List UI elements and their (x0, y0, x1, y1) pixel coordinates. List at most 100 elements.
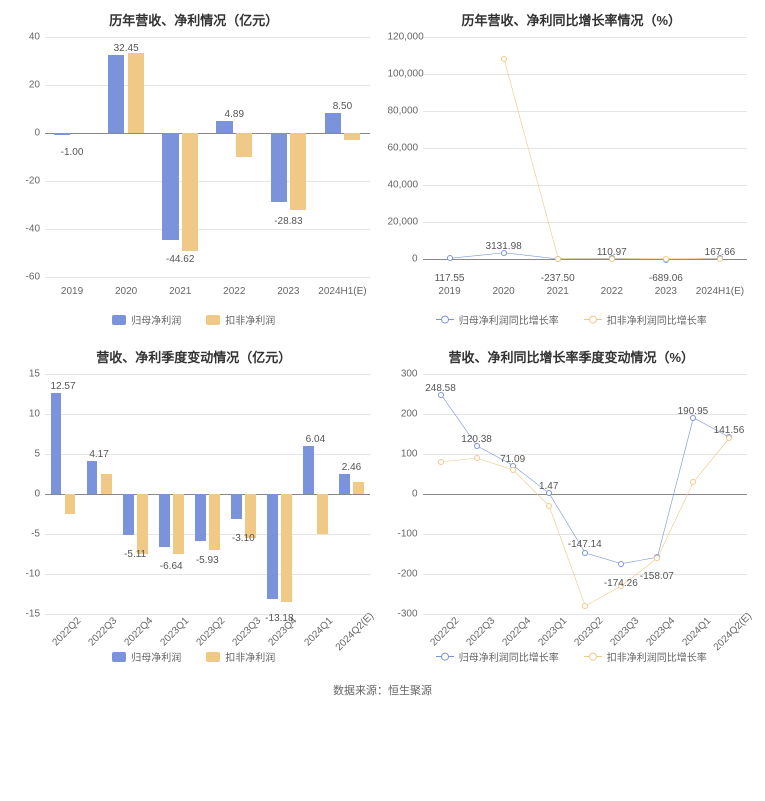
chart-plot-area: -15-10-50510152022Q22022Q32022Q42023Q120… (45, 374, 370, 614)
marker (501, 56, 507, 62)
value-label: -6.64 (160, 561, 183, 572)
value-label: 141.56 (714, 425, 745, 436)
legend-item-2: 扣非净利润 (206, 312, 275, 327)
value-label: -237.50 (541, 273, 575, 284)
bar (182, 133, 198, 251)
legend-item-2: 扣非净利润同比增长率 (584, 312, 707, 327)
bar (216, 121, 232, 133)
chart-title: 历年营收、净利同比增长率情况（%） (388, 10, 756, 29)
chart-annual-profit: 历年营收、净利情况（亿元） -60-40-2002040201920202021… (10, 10, 378, 327)
bar (281, 494, 292, 602)
chart-grid: 历年营收、净利情况（亿元） -60-40-2002040201920202021… (10, 10, 755, 664)
value-label: 8.50 (333, 101, 352, 112)
legend-label: 归母净利润同比增长率 (459, 312, 559, 327)
chart-plot-area: -60-40-2002040201920202021202220232024H1… (45, 37, 370, 277)
marker (438, 459, 444, 465)
value-label: 1.47 (539, 481, 558, 492)
legend-swatch (206, 315, 220, 325)
legend-swatch (436, 656, 454, 657)
bar (173, 494, 184, 554)
legend-item-2: 扣非净利润 (206, 649, 275, 664)
bar (325, 113, 341, 133)
legend-swatch (436, 319, 454, 320)
value-label: -3.10 (232, 533, 255, 544)
bar (209, 494, 220, 550)
marker (474, 455, 480, 461)
marker (654, 555, 660, 561)
bar (128, 53, 144, 133)
value-label: 6.04 (306, 434, 325, 445)
value-label: 4.17 (89, 449, 108, 460)
bar (101, 474, 112, 494)
legend-item-1: 归母净利润 (112, 312, 181, 327)
value-label: 2.46 (342, 462, 361, 473)
bar (137, 494, 148, 554)
marker (546, 503, 552, 509)
value-label: 110.97 (597, 247, 627, 258)
data-source: 数据来源：恒生聚源 (10, 682, 755, 698)
bar (162, 133, 178, 240)
bar (51, 393, 62, 494)
chart-quarterly-profit: 营收、净利季度变动情况（亿元） -15-10-50510152022Q22022… (10, 347, 378, 664)
chart-legend: 归母净利润 扣非净利润 (10, 649, 378, 664)
value-label: -174.26 (604, 578, 638, 589)
value-label: 12.57 (51, 381, 76, 392)
legend-item-1: 归母净利润同比增长率 (436, 649, 559, 664)
legend-label: 归母净利润同比增长率 (459, 649, 559, 664)
bar (65, 494, 76, 514)
legend-swatch (112, 315, 126, 325)
marker (690, 479, 696, 485)
marker (618, 561, 624, 567)
bar (108, 55, 124, 133)
legend-label: 扣非净利润 (225, 312, 275, 327)
chart-legend: 归母净利润同比增长率 扣非净利润同比增长率 (388, 312, 756, 327)
value-label: -13.18 (265, 613, 293, 624)
chart-title: 历年营收、净利情况（亿元） (10, 10, 378, 29)
bar (290, 133, 306, 210)
bar (267, 494, 278, 599)
value-label: -44.62 (166, 254, 194, 265)
value-label: -1.00 (61, 147, 84, 158)
marker (510, 467, 516, 473)
marker (447, 255, 453, 261)
value-label: 3131.98 (486, 241, 522, 252)
bar (231, 494, 242, 519)
bar (317, 494, 328, 534)
legend-swatch (584, 319, 602, 320)
legend-label: 归母净利润 (131, 649, 181, 664)
bar (54, 133, 70, 135)
value-label: 71.09 (500, 454, 525, 465)
marker (555, 256, 561, 262)
marker (582, 603, 588, 609)
legend-swatch (112, 652, 126, 662)
legend-label: 扣非净利润同比增长率 (607, 312, 707, 327)
value-label: -5.11 (124, 549, 146, 560)
legend-item-2: 扣非净利润同比增长率 (584, 649, 707, 664)
value-label: 4.89 (225, 109, 244, 120)
bar (236, 133, 252, 157)
legend-swatch (584, 656, 602, 657)
bar (353, 482, 364, 494)
chart-plot-area: -300-200-10001002003002022Q22022Q32022Q4… (423, 374, 748, 614)
legend-swatch (206, 652, 220, 662)
chart-quarterly-growth: 营收、净利同比增长率季度变动情况（%） -300-200-10001002003… (388, 347, 756, 664)
bar (303, 446, 314, 494)
marker (582, 550, 588, 556)
value-label: -28.83 (274, 216, 302, 227)
chart-title: 营收、净利同比增长率季度变动情况（%） (388, 347, 756, 366)
chart-title: 营收、净利季度变动情况（亿元） (10, 347, 378, 366)
bar (245, 494, 256, 538)
legend-item-1: 归母净利润同比增长率 (436, 312, 559, 327)
bar (271, 133, 287, 202)
value-label: 32.45 (114, 43, 139, 54)
bar (339, 474, 350, 494)
chart-legend: 归母净利润 扣非净利润 (10, 312, 378, 327)
bar (344, 133, 360, 140)
legend-label: 扣非净利润同比增长率 (607, 649, 707, 664)
bar (159, 494, 170, 547)
value-label: 248.58 (425, 383, 456, 394)
value-label: -5.93 (196, 555, 219, 566)
legend-item-1: 归母净利润 (112, 649, 181, 664)
marker (663, 256, 669, 262)
value-label: -689.06 (649, 273, 683, 284)
